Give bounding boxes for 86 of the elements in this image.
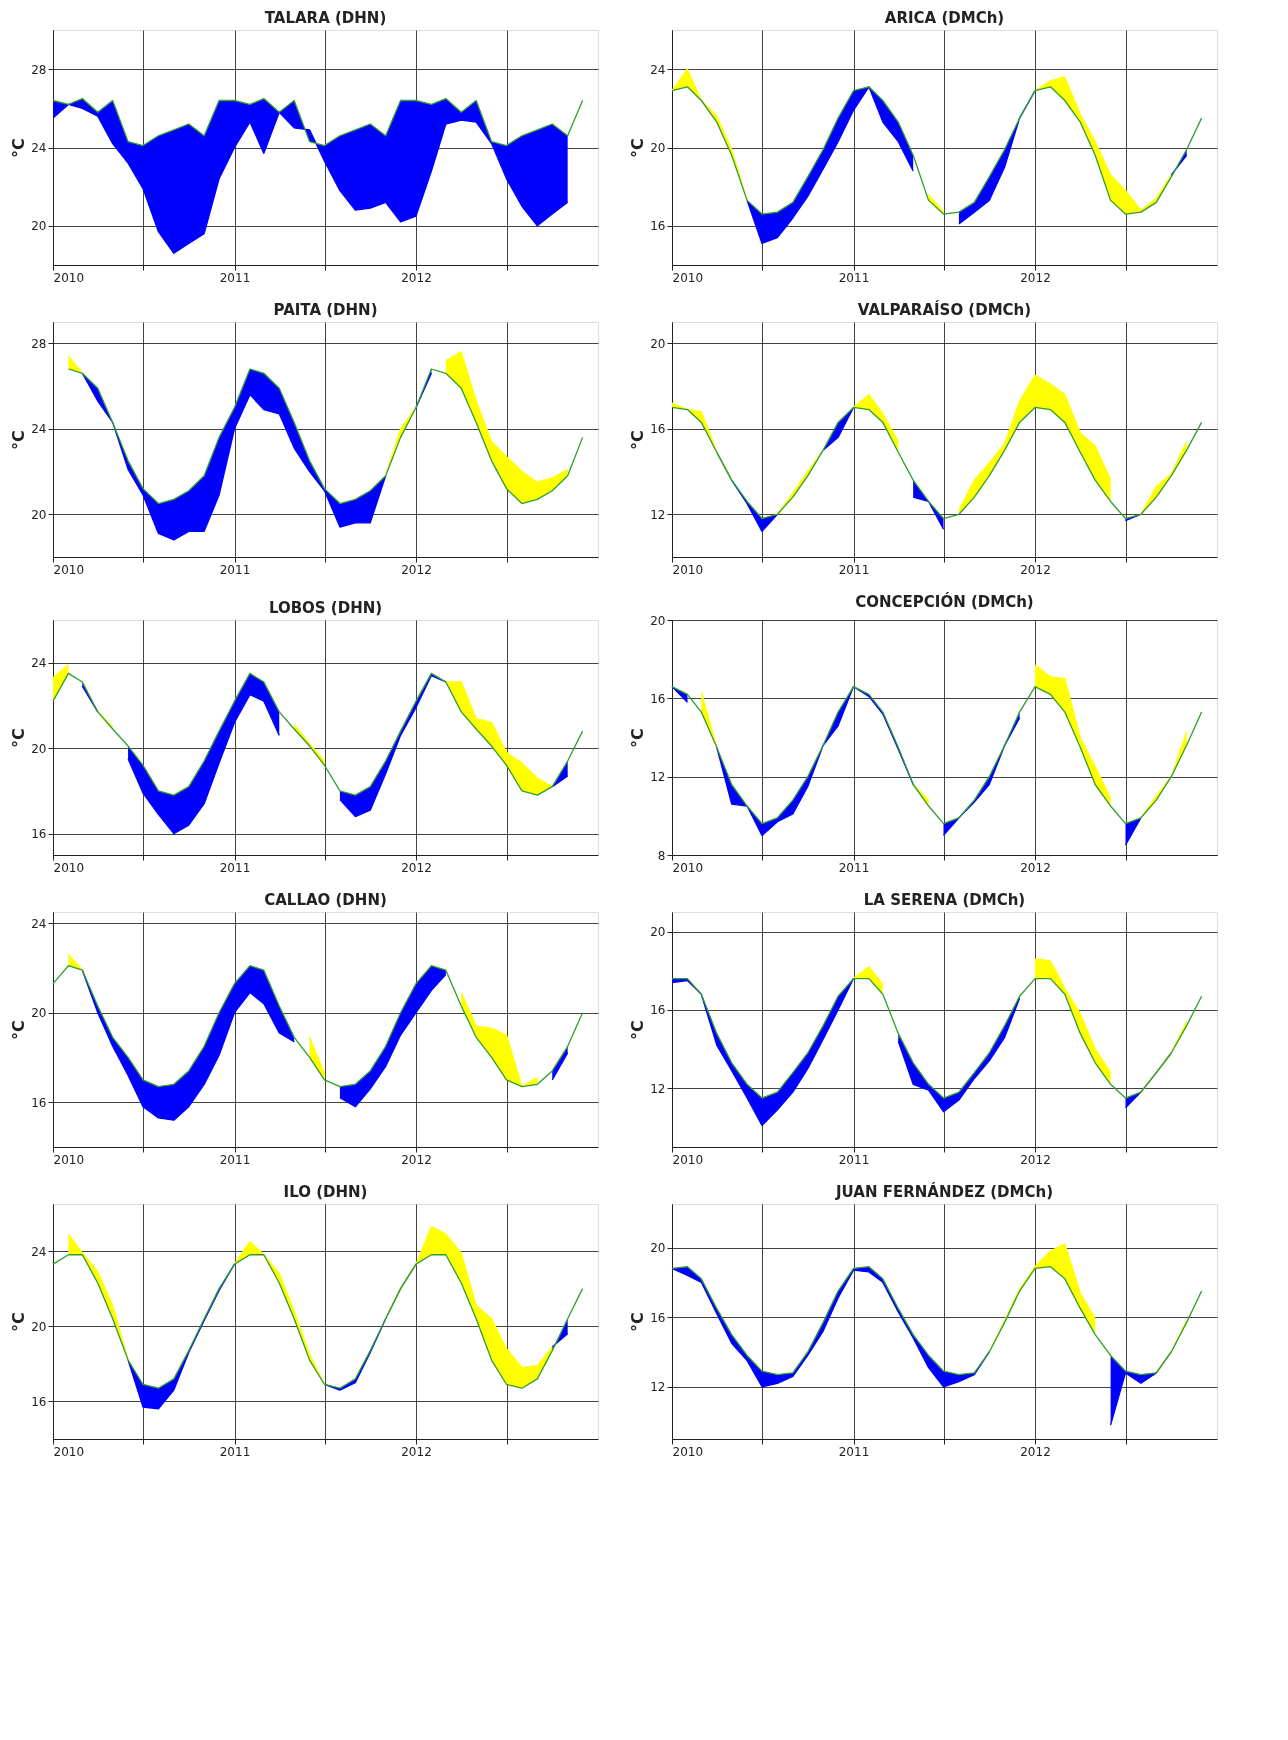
x-tick-label: 2011 bbox=[838, 860, 870, 875]
x-tick-label: 2012 bbox=[1020, 270, 1051, 285]
y-axis-title: °C bbox=[9, 1020, 29, 1040]
line-series bbox=[671, 685, 1203, 825]
y-tick-label: 16 bbox=[650, 1003, 666, 1018]
y-tick-label: 16 bbox=[31, 1394, 47, 1409]
y-tick-label: 16 bbox=[650, 1310, 666, 1325]
x-tick-label: 2011 bbox=[219, 860, 251, 875]
y-tick-label: 12 bbox=[650, 1081, 666, 1096]
y-tick-label: 16 bbox=[31, 827, 47, 842]
y-tick-label: 12 bbox=[650, 1380, 666, 1395]
y-tick-label: 20 bbox=[650, 925, 666, 940]
x-tick-label: 2012 bbox=[401, 270, 432, 285]
chart-title: CONCEPCIÓN (DMCh) bbox=[855, 592, 1034, 611]
x-tick-label: 2012 bbox=[1020, 1444, 1051, 1459]
chart-title: LOBOS (DHN) bbox=[268, 599, 383, 617]
x-tick-label: 2012 bbox=[1020, 860, 1051, 875]
y-tick-label: 28 bbox=[31, 336, 47, 351]
x-tick-label: 2010 bbox=[53, 1152, 85, 1167]
x-tick-label: 2010 bbox=[53, 270, 85, 285]
chart-title: PAITA (DHN) bbox=[273, 301, 378, 319]
y-tick-label: 16 bbox=[31, 1095, 47, 1110]
y-tick-label: 24 bbox=[31, 422, 47, 437]
x-tick-label: 2010 bbox=[672, 1444, 704, 1459]
x-tick-label: 2010 bbox=[53, 1444, 85, 1459]
x-tick-label: 2012 bbox=[401, 1152, 432, 1167]
y-axis-title: °C bbox=[628, 1020, 648, 1040]
x-tick-label: 2010 bbox=[53, 562, 85, 577]
y-tick-label: 20 bbox=[650, 1241, 666, 1256]
y-tick-label: 20 bbox=[650, 141, 666, 155]
x-tick-label: 2012 bbox=[1020, 562, 1051, 577]
line-series bbox=[671, 86, 1203, 215]
y-axis-title: °C bbox=[9, 1312, 29, 1332]
y-tick-label: 16 bbox=[650, 691, 666, 706]
line-series bbox=[52, 97, 584, 147]
y-tick-label: 20 bbox=[650, 613, 666, 628]
line-series bbox=[671, 1266, 1203, 1376]
x-tick-label: 2010 bbox=[672, 860, 704, 875]
x-tick-label: 2011 bbox=[838, 562, 870, 577]
x-tick-label: 2011 bbox=[219, 562, 251, 577]
y-tick-label: 20 bbox=[31, 1006, 47, 1021]
y-tick-label: 24 bbox=[31, 656, 47, 671]
x-tick-label: 2010 bbox=[672, 1152, 704, 1167]
chart-title: TALARA (DHN) bbox=[264, 9, 387, 27]
y-tick-label: 8 bbox=[657, 848, 666, 863]
x-tick-label: 2012 bbox=[401, 860, 432, 875]
y-axis-title: °C bbox=[9, 138, 29, 158]
y-tick-label: 16 bbox=[650, 422, 666, 437]
chart-title: ILO (DHN) bbox=[283, 1183, 368, 1201]
y-axis-title: °C bbox=[9, 430, 29, 450]
y-axis-title: °C bbox=[628, 138, 648, 158]
y-axis-title: °C bbox=[628, 1312, 648, 1332]
x-tick-label: 2010 bbox=[672, 270, 704, 285]
chart-title: CALLAO (DHN) bbox=[264, 891, 387, 909]
y-axis-title: °C bbox=[9, 728, 29, 748]
x-tick-label: 2011 bbox=[838, 1152, 870, 1167]
x-tick-label: 2010 bbox=[53, 860, 85, 875]
y-tick-label: 20 bbox=[31, 219, 47, 234]
y-tick-label: 12 bbox=[650, 770, 666, 785]
x-tick-label: 2011 bbox=[838, 270, 870, 285]
y-tick-label: 16 bbox=[650, 219, 666, 234]
y-tick-label: 24 bbox=[31, 1244, 47, 1259]
chart-title: VALPARAÍSO (DMCh) bbox=[857, 300, 1032, 319]
x-tick-label: 2010 bbox=[672, 562, 704, 577]
x-tick-label: 2012 bbox=[1020, 1152, 1051, 1167]
y-tick-label: 20 bbox=[650, 336, 666, 351]
chart-title: ARICA (DMCh) bbox=[884, 9, 1005, 27]
chart-title: LA SERENA (DMCh) bbox=[863, 891, 1026, 909]
y-tick-label: 20 bbox=[31, 741, 47, 756]
x-tick-label: 2011 bbox=[219, 270, 251, 285]
y-tick-label: 20 bbox=[31, 1319, 47, 1334]
y-tick-label: 12 bbox=[650, 507, 666, 522]
x-tick-label: 2011 bbox=[838, 1444, 870, 1459]
x-tick-label: 2011 bbox=[219, 1444, 251, 1459]
x-tick-label: 2011 bbox=[219, 1152, 251, 1167]
x-tick-label: 2012 bbox=[401, 1444, 432, 1459]
y-tick-label: 24 bbox=[650, 62, 666, 77]
y-tick-label: 20 bbox=[31, 507, 47, 522]
y-tick-label: 28 bbox=[31, 62, 47, 77]
chart-title: JUAN FERNÁNDEZ (DMCh) bbox=[834, 1182, 1054, 1201]
y-axis-title: °C bbox=[628, 728, 648, 748]
y-axis-title: °C bbox=[628, 430, 648, 450]
line-series bbox=[671, 406, 1203, 520]
y-tick-label: 24 bbox=[31, 916, 47, 931]
x-tick-label: 2012 bbox=[401, 562, 432, 577]
y-tick-label: 24 bbox=[31, 141, 47, 155]
